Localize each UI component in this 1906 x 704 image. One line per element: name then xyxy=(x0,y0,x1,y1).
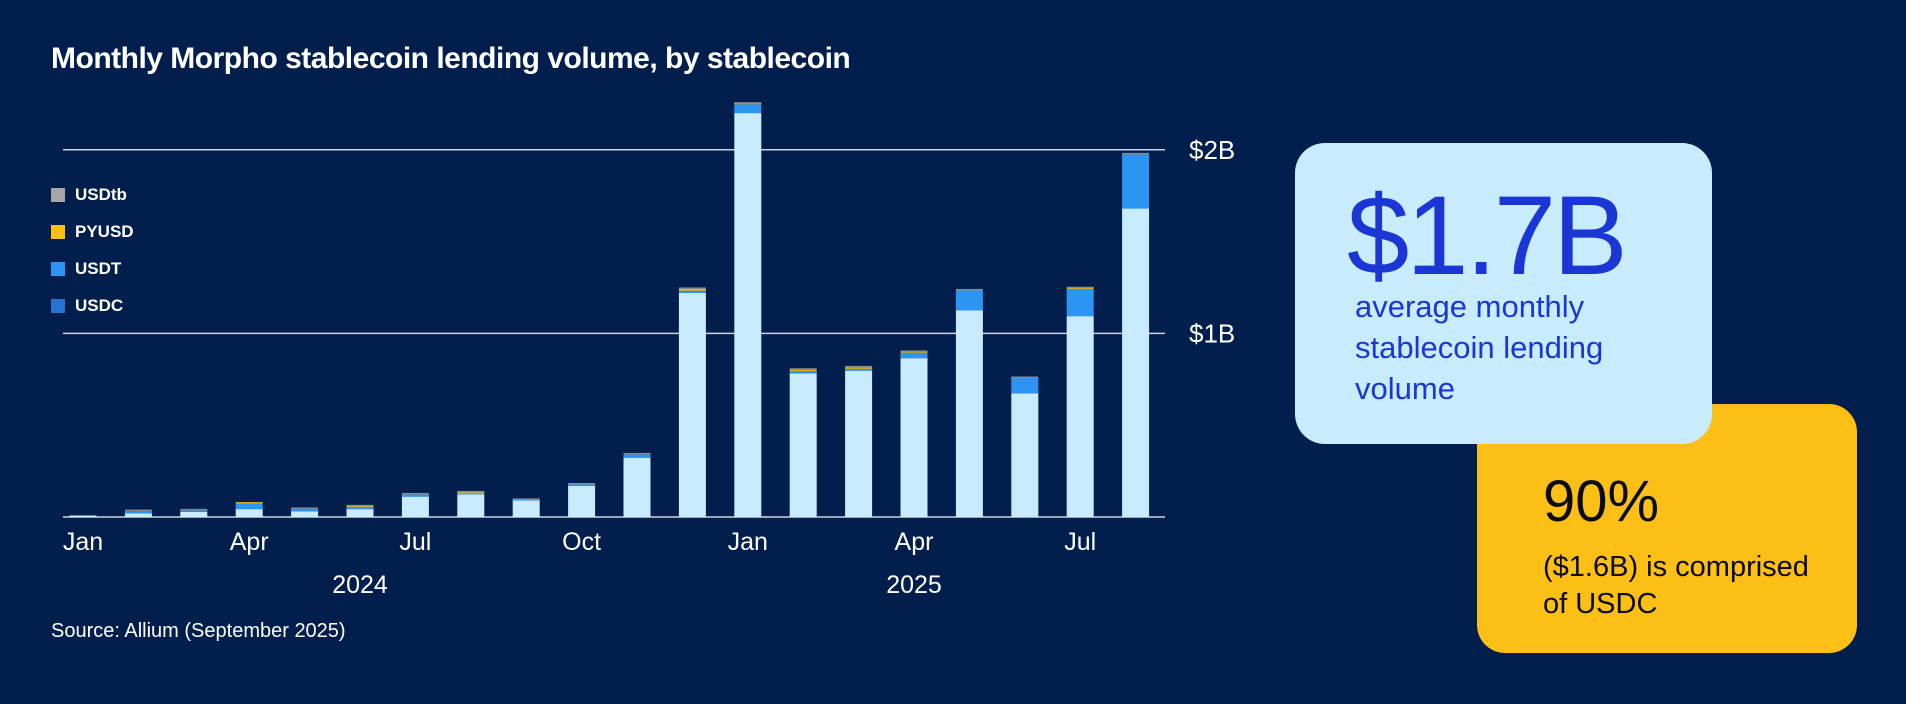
bar-segment-usdtb xyxy=(568,483,596,485)
chart-legend: USDtb PYUSD USDT USDC xyxy=(51,176,134,324)
bar-segment-pyusd xyxy=(346,505,374,508)
bar-segment-usdc xyxy=(291,511,319,517)
x-tick-label: Jan xyxy=(63,528,103,556)
legend-item-usdc: USDC xyxy=(51,287,134,324)
bar-segment-usdt xyxy=(346,507,374,510)
source-note: Source: Allium (September 2025) xyxy=(51,620,346,642)
bar-segment-usdtb xyxy=(623,452,651,455)
bar-segment-usdtb xyxy=(1122,152,1150,155)
bar-segment-usdc xyxy=(734,113,762,517)
bar-segment-usdc xyxy=(124,513,152,517)
bar-segment-usdt xyxy=(734,104,762,114)
bar-segment-usdc xyxy=(180,511,208,517)
year-label: 2024 xyxy=(332,571,388,599)
bar-segment-usdc xyxy=(401,496,429,517)
bar-segment-usdc xyxy=(457,494,485,517)
usdc-share-value: 90% xyxy=(1543,469,1660,534)
bar-segment-usdc xyxy=(900,358,928,517)
bar-segment-usdc xyxy=(512,500,540,517)
bar-segment-usdt xyxy=(678,290,706,294)
x-tick-label: Oct xyxy=(562,528,601,556)
usdc-share-line1: ($1.6B) is comprised xyxy=(1543,551,1809,583)
bar-segment-usdtb xyxy=(1011,376,1039,379)
x-tick-label: Jul xyxy=(1064,528,1096,556)
bar-segment-usdtb xyxy=(124,509,152,512)
bar-segment-pyusd xyxy=(845,367,873,369)
bar-segment-pyusd xyxy=(678,288,706,291)
bar-segment-usdc xyxy=(623,457,651,517)
bar-segment-usdt xyxy=(180,510,208,512)
bar-segment-usdc xyxy=(955,310,983,517)
bar-segment-usdc xyxy=(1066,316,1094,517)
bar-segment-usdtb xyxy=(180,508,208,511)
bar-segment-usdc xyxy=(1011,393,1039,517)
bar-segment-usdc xyxy=(346,509,374,517)
bar-segment-pyusd xyxy=(235,502,263,504)
legend-swatch xyxy=(51,261,65,276)
x-tick-label: Apr xyxy=(895,528,934,556)
bar-segment-usdt xyxy=(124,511,152,514)
average-volume-value: $1.7B xyxy=(1347,173,1628,298)
year-label: 2025 xyxy=(886,571,942,599)
bar-segment-usdtb xyxy=(845,365,873,368)
bar-segment-usdtb xyxy=(291,507,319,509)
bar-segment-usdtb xyxy=(401,492,429,495)
bar-segment-usdtb xyxy=(678,287,706,289)
x-tick-label: Jul xyxy=(399,528,431,556)
usdc-share-callout: 90% ($1.6B) is comprised of USDC xyxy=(1477,404,1857,653)
usdc-share-line2: of USDC xyxy=(1543,588,1658,620)
legend-item-pyusd: PYUSD xyxy=(51,213,134,250)
legend-swatch xyxy=(51,298,65,313)
legend-swatch xyxy=(51,224,65,239)
bar-segment-usdt xyxy=(900,352,928,359)
x-tick-label: Apr xyxy=(230,528,269,556)
legend-label: USDtb xyxy=(75,184,127,204)
bar-segment-usdt xyxy=(623,454,651,458)
bar-segment-usdt xyxy=(401,494,429,497)
usdc-share-text: ($1.6B) is comprised of USDC xyxy=(1543,549,1809,623)
bar-segment-usdt xyxy=(845,368,873,371)
chart-title: Monthly Morpho stablecoin lending volume… xyxy=(51,42,851,75)
y-tick-label: $1B xyxy=(1189,318,1235,348)
bar-segment-usdtb xyxy=(512,498,540,500)
bar-segment-usdc xyxy=(678,293,706,517)
bar-segment-usdc xyxy=(789,373,817,517)
bar-segment-usdt xyxy=(955,290,983,311)
bar-segment-usdtb xyxy=(1066,286,1094,289)
bar-segment-usdc xyxy=(568,485,596,517)
bar-segment-usdc xyxy=(69,515,97,517)
bar-segment-usdtb xyxy=(734,102,762,104)
bar-segment-usdt xyxy=(789,371,817,374)
y-tick-label: $2B xyxy=(1189,135,1235,165)
bar-segment-usdtb xyxy=(457,490,485,493)
bar-segment-usdtb xyxy=(789,368,817,370)
bar-segment-usdc xyxy=(235,509,263,517)
bar-segment-usdtb xyxy=(900,350,928,352)
legend-label: USDT xyxy=(75,258,122,278)
bar-segment-usdt xyxy=(568,484,596,486)
bar-segment-pyusd xyxy=(789,369,817,372)
legend-item-usdtb: USDtb xyxy=(51,176,134,213)
bar-segment-usdtb xyxy=(955,288,983,291)
bar-segment-usdc xyxy=(1122,208,1150,517)
average-volume-text: average monthly stablecoin lending volum… xyxy=(1355,289,1604,406)
bar-segment-pyusd xyxy=(457,491,485,494)
bar-segment-usdt xyxy=(1122,154,1150,209)
bar-segment-usdt xyxy=(1011,378,1039,394)
bar-segment-usdc xyxy=(845,370,873,517)
legend-item-usdt: USDT xyxy=(51,250,134,287)
average-volume-callout: $1.7B average monthly stablecoin lending… xyxy=(1295,143,1712,444)
bar-segment-usdt xyxy=(291,508,319,512)
bar-segment-usdt xyxy=(1066,288,1094,317)
legend-label: USDC xyxy=(75,295,124,315)
legend-swatch xyxy=(51,187,65,202)
bar-segment-usdtb xyxy=(346,504,374,507)
bar-segment-usdt xyxy=(235,503,263,510)
x-tick-label: Jan xyxy=(728,528,768,556)
legend-label: PYUSD xyxy=(75,221,134,241)
